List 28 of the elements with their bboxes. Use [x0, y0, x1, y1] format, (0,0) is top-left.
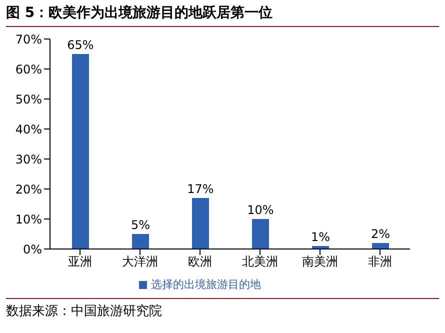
source-note: 数据来源：中国旅游研究院 — [6, 303, 163, 320]
bar — [252, 219, 269, 249]
x-tick-label: 亚洲 — [68, 254, 92, 269]
x-tick-label: 非洲 — [368, 254, 392, 269]
x-tick-label: 欧洲 — [188, 254, 212, 269]
bar — [72, 54, 89, 249]
text: 5% — [130, 218, 150, 232]
y-tick-label: 0% — [22, 242, 42, 256]
x-tick-label: 南美洲 — [302, 254, 338, 269]
text: 65% — [67, 38, 94, 52]
text: 2% — [370, 227, 390, 241]
text: 10% — [247, 203, 274, 217]
chart-title: 图 5：欧美作为出境旅游目的地跃居第一位 — [6, 2, 439, 27]
x-tick-label: 大洋洲 — [122, 254, 158, 269]
y-tick-label: 70% — [15, 32, 42, 46]
bar — [372, 243, 389, 249]
y-tick-label: 30% — [15, 152, 42, 166]
y-tick-label: 20% — [15, 182, 42, 196]
text: 1% — [310, 230, 330, 244]
y-tick-label: 40% — [15, 122, 42, 136]
legend-label: 选择的出境旅游目的地 — [151, 278, 261, 291]
bar — [132, 234, 149, 249]
bar — [192, 198, 209, 249]
y-tick-label: 50% — [15, 92, 42, 106]
x-tick-label: 北美洲 — [242, 254, 278, 269]
text: 17% — [187, 182, 214, 196]
y-tick-label: 10% — [15, 212, 42, 226]
y-tick-label: 60% — [15, 62, 42, 76]
